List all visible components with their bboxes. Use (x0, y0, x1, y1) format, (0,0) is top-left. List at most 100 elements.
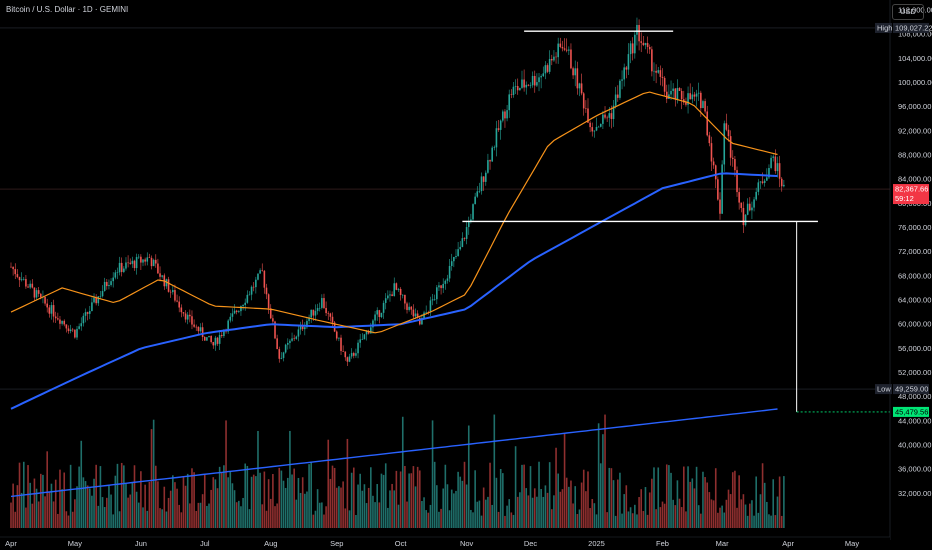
candle-body (440, 285, 442, 289)
candle-body (431, 299, 434, 301)
candle-body (125, 262, 127, 269)
candle-body (453, 256, 455, 262)
candle-body (110, 281, 112, 285)
price-tick-label: 60,000.00 (898, 320, 931, 329)
candle-body (723, 123, 726, 165)
volume-bar (110, 494, 112, 528)
time-tick-label: Aug (264, 539, 277, 548)
candle-body (29, 283, 31, 288)
volume-bar (753, 515, 755, 528)
low-tag-value: 49,259.00 (895, 385, 928, 394)
volume-bar (323, 514, 325, 528)
candle-body (54, 316, 57, 319)
volume-bar (159, 508, 161, 528)
candle-body (685, 102, 687, 105)
candle-body (542, 73, 545, 77)
volume-bar (572, 503, 574, 528)
candle-body (174, 290, 176, 301)
volume-bar (103, 507, 106, 528)
candle-body (261, 270, 264, 271)
volume-bar (578, 509, 581, 528)
candle-body (636, 24, 638, 35)
volume-bar (540, 489, 542, 528)
volume-bar (425, 510, 427, 528)
candle-body (766, 177, 768, 181)
volume-bar (527, 495, 530, 528)
candle-body (634, 34, 636, 54)
volume-bar (118, 511, 121, 528)
last-price-tag-countdown: 59:12 (895, 194, 914, 203)
volume-bar (463, 461, 466, 528)
volume-bar (114, 475, 117, 528)
volume-bar (440, 508, 442, 528)
candle-body (361, 339, 364, 340)
price-tick-label: 32,000.00 (898, 489, 931, 498)
volume-bar (648, 492, 651, 528)
target-tag: 45,479.56 (893, 406, 929, 417)
price-axis: 112,000.00 108,000.00 104,000.00 100,000.00… (889, 0, 932, 550)
volume-bar (216, 488, 219, 528)
volume-bar (16, 485, 19, 528)
currency-button[interactable]: USD (892, 4, 924, 20)
volume-bar (621, 513, 623, 528)
volume-bar (687, 466, 689, 528)
candle-body (704, 101, 706, 112)
volume-bar (48, 491, 51, 528)
indicator-lines (10, 91, 778, 498)
volume-bar (214, 479, 217, 528)
volume-bar (176, 488, 178, 528)
candle-body (548, 58, 551, 72)
candle-body (729, 136, 732, 158)
candle-body (272, 318, 274, 322)
volume-bar (585, 491, 587, 528)
candle-body (397, 288, 400, 290)
volume-bar (286, 477, 289, 528)
volume-bar (252, 474, 255, 528)
volume-bar (284, 487, 287, 528)
volume-bar (393, 490, 396, 528)
candle-body (216, 337, 219, 344)
volume-bar (749, 503, 751, 528)
candle-body (731, 157, 734, 160)
candle-body (240, 306, 242, 312)
volume-bar (54, 479, 57, 528)
volume-bar (721, 505, 723, 528)
candle-body (220, 335, 223, 337)
time-tick-label: 2025 (588, 539, 605, 548)
candle-body (395, 283, 398, 290)
candle-body (672, 88, 674, 91)
volume-bar (610, 468, 613, 528)
price-tick-label: 52,000.00 (898, 368, 931, 377)
candle-body (619, 80, 621, 98)
candle-body (678, 88, 681, 91)
volume-bar (651, 478, 653, 528)
candle-body (257, 273, 259, 280)
candle-body (210, 335, 212, 343)
volume-bar (316, 489, 319, 528)
candle-body (229, 316, 232, 321)
volume-bar (278, 467, 281, 528)
volume-bar (246, 465, 249, 528)
volume-bar (71, 511, 74, 528)
volume-bar (495, 477, 498, 528)
volume-bar (680, 507, 683, 528)
candle-body (489, 160, 491, 162)
candle-body (137, 256, 140, 258)
volume-bar (663, 503, 666, 528)
volume-bar (238, 500, 240, 528)
candle-body (372, 320, 374, 328)
volume-bar (218, 466, 221, 528)
volume-bar (570, 480, 572, 528)
candle-body (144, 259, 146, 262)
candle-body (280, 357, 283, 359)
candle-body (670, 90, 672, 95)
volume-bar (525, 488, 528, 528)
volume-bar (267, 479, 270, 528)
candle-body (116, 272, 119, 273)
candle-body (376, 310, 379, 315)
volume-bar (706, 482, 709, 528)
volume-bar (476, 501, 479, 528)
price-tick-label: 88,000.00 (898, 151, 931, 160)
volume-bar (740, 499, 743, 528)
